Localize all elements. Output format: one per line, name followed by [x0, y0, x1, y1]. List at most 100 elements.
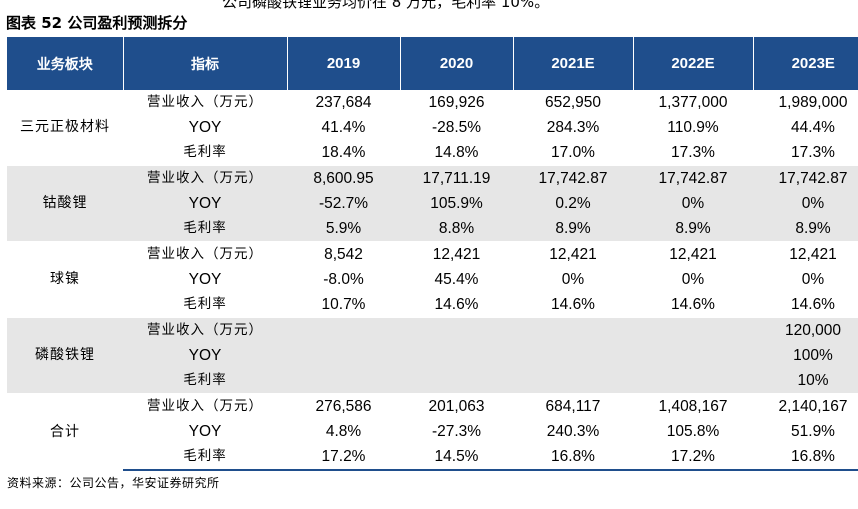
- table-row: YOY -8.0% 45.4% 0% 0% 0%: [7, 267, 858, 292]
- value-cell: [633, 343, 753, 368]
- value-cell: 12,421: [513, 241, 633, 267]
- value-cell: [400, 343, 513, 368]
- value-cell: [400, 317, 513, 343]
- column-header-indicator: 指标: [122, 37, 287, 90]
- table-row: 毛利率 5.9% 8.8% 8.9% 8.9% 8.9%: [7, 216, 858, 242]
- value-cell: 0%: [753, 191, 858, 216]
- value-cell: -28.5%: [431, 119, 482, 136]
- value-cell: 276,586: [287, 393, 400, 419]
- value-cell: 17,742.87: [633, 165, 753, 191]
- value-cell: 17.2%: [633, 444, 753, 471]
- value-cell: -27.3%: [431, 423, 482, 440]
- indicator-label: YOY: [188, 423, 222, 440]
- value-cell: 5.9%: [287, 216, 400, 242]
- column-header-year: 2023E: [752, 37, 858, 90]
- value-cell: 8.8%: [400, 216, 513, 242]
- value-cell: -52.7%: [287, 191, 400, 216]
- value-cell: [287, 343, 400, 368]
- segment-label: 三元正极材料: [20, 119, 110, 135]
- value-cell: 2,140,167: [753, 393, 858, 419]
- segment-label: 合计: [7, 393, 123, 470]
- table-row: 毛利率 10%: [7, 368, 858, 394]
- column-header-year: 2019: [286, 37, 400, 90]
- table-row: YOY 41.4% -28.5% 284.3% 110.9% 44.4%: [7, 115, 858, 140]
- value-cell: 0%: [561, 271, 585, 288]
- indicator-label: 营业收入（万元）: [123, 393, 287, 419]
- value-cell: [633, 317, 753, 343]
- value-cell: 18.4%: [321, 144, 366, 161]
- table-row: 毛利率 18.4% 14.8% 17.0% 17.3% 17.3%: [7, 140, 858, 166]
- value-cell: 8.9%: [633, 216, 753, 242]
- column-header-year: 2021E: [512, 37, 633, 90]
- value-cell: 105.8%: [666, 423, 720, 440]
- value-cell: 0%: [801, 271, 825, 288]
- table-header-row: 业务板块 指标 2019 2020 2021E 2022E 2023E: [7, 37, 858, 90]
- indicator-label: 营业收入（万元）: [123, 165, 287, 191]
- value-cell: 8,542: [287, 241, 400, 267]
- table-row: 毛利率 17.2% 14.5% 16.8% 17.2% 16.8%: [7, 444, 858, 471]
- value-cell: 17,742.87: [513, 165, 633, 191]
- table-row: YOY -52.7% 105.9% 0.2% 0% 0%: [7, 191, 858, 216]
- value-cell: 105.9%: [400, 191, 513, 216]
- indicator-label: 毛利率: [123, 216, 287, 242]
- value-cell: -8.0%: [323, 271, 364, 288]
- table-row: 磷酸铁锂 营业收入（万元） 120,000: [7, 317, 858, 394]
- segment-group: 磷酸铁锂 营业收入（万元） 120,000 YOY 100% 毛利率 10%: [7, 317, 858, 394]
- indicator-label: 毛利率: [123, 444, 287, 471]
- segment-group: 合计 营业收入（万元） 276,586 201,063 684,117 1,408,167…: [7, 393, 858, 471]
- indicator-label: YOY: [123, 343, 287, 368]
- value-cell: 51.9%: [791, 423, 835, 440]
- segment-label: 钴酸锂: [7, 165, 123, 242]
- value-cell: [633, 368, 753, 394]
- value-cell: 10%: [753, 368, 858, 394]
- indicator-label: 毛利率: [183, 296, 227, 312]
- indicator-label: 毛利率: [123, 368, 287, 394]
- value-cell: 16.8%: [753, 444, 858, 471]
- value-cell: 684,117: [513, 393, 633, 419]
- value-cell: 0%: [681, 271, 705, 288]
- value-cell: 1,989,000: [778, 94, 848, 111]
- value-cell: 17,711.19: [400, 165, 513, 191]
- cropped-body-text: 公司磷酸铁锂业务均价在 8 万元，毛利率 10%。: [222, 0, 550, 11]
- value-cell: [513, 343, 633, 368]
- value-cell: 45.4%: [434, 271, 479, 288]
- value-cell: [400, 368, 513, 394]
- indicator-label: YOY: [188, 271, 222, 288]
- table-row: 球镍 营业收入（万元） 8,542 12,421 12,421 12,421 12,421: [7, 241, 858, 318]
- table-row: 三元正极材料 营业收入（万元） 237,684 169,926 652,950 1,377…: [7, 90, 858, 135]
- value-cell: 17.3%: [791, 144, 835, 161]
- value-cell: 1,408,167: [633, 393, 753, 419]
- value-cell: 201,063: [400, 393, 513, 419]
- value-cell: 120,000: [753, 317, 858, 343]
- segment-group: 钴酸锂 营业收入（万元） 8,600.95 17,711.19 17,742.87 17,…: [7, 165, 858, 242]
- value-cell: 284.3%: [546, 119, 600, 136]
- table-row: YOY 100%: [7, 343, 858, 368]
- column-header-segment: 业务板块: [7, 37, 123, 90]
- value-cell: 16.8%: [513, 444, 633, 471]
- value-cell: 14.5%: [400, 444, 513, 471]
- source-note: 资料来源：公司公告，华安证券研究所: [7, 476, 220, 490]
- table-row: 钴酸锂 营业收入（万元） 8,600.95 17,711.19 17,742.87 17,…: [7, 165, 858, 242]
- value-cell: 110.9%: [667, 119, 719, 136]
- value-cell: 169,926: [428, 94, 485, 111]
- indicator-label: YOY: [123, 191, 287, 216]
- value-cell: 0%: [633, 191, 753, 216]
- value-cell: 14.6%: [791, 296, 835, 313]
- value-cell: 17.0%: [551, 144, 595, 161]
- value-cell: 8.9%: [753, 216, 858, 242]
- indicator-label: 毛利率: [183, 144, 227, 160]
- value-cell: 12,421: [400, 241, 513, 267]
- value-cell: 17.3%: [671, 144, 715, 161]
- segment-label: 球镍: [7, 241, 123, 318]
- segment-group: 三元正极材料 营业收入（万元） 237,684 169,926 652,950 1,377…: [7, 90, 858, 166]
- column-header-year: 2022E: [632, 37, 753, 90]
- table-row: 合计 营业收入（万元） 276,586 201,063 684,117 1,408,167…: [7, 393, 858, 470]
- value-cell: [513, 317, 633, 343]
- value-cell: 8.9%: [513, 216, 633, 242]
- value-cell: 10.7%: [321, 296, 366, 313]
- segment-group: 球镍 营业收入（万元） 8,542 12,421 12,421 12,421 12,421 Y…: [7, 241, 858, 318]
- value-cell: [287, 368, 400, 394]
- value-cell: 44.4%: [791, 119, 835, 136]
- value-cell: 100%: [753, 343, 858, 368]
- value-cell: 8,600.95: [287, 165, 400, 191]
